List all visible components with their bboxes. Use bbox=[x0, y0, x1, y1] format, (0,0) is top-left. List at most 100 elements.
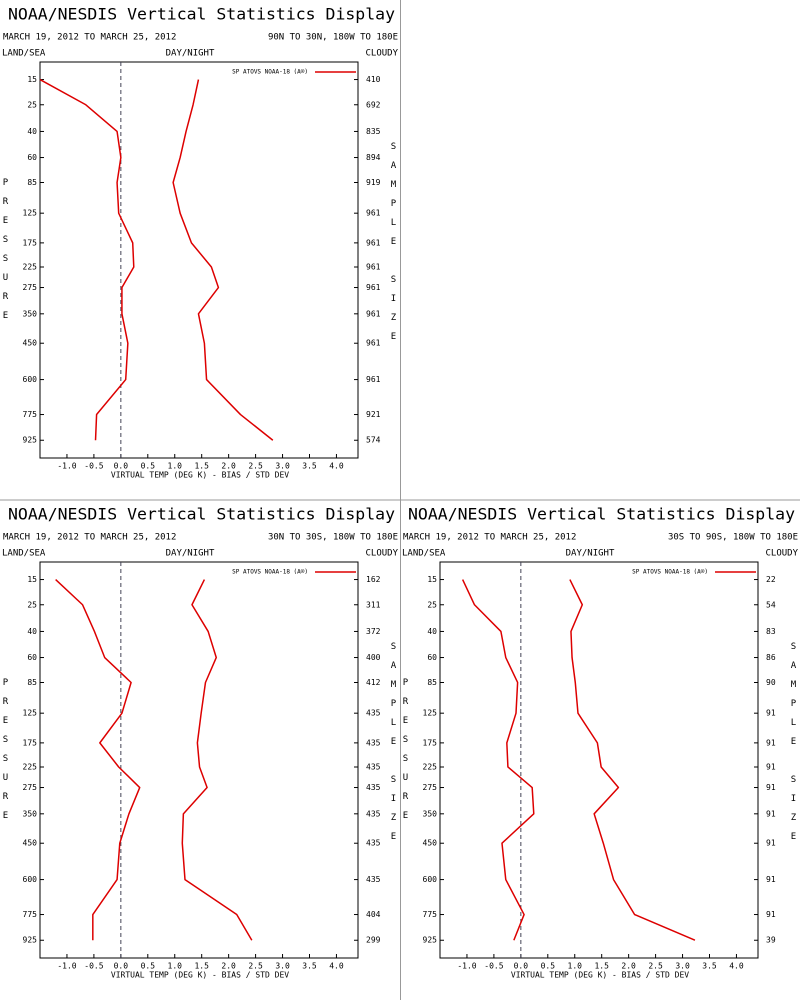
x-tick-label: 3.0 bbox=[275, 462, 290, 471]
y-axis-label: PRESSURE bbox=[401, 678, 411, 830]
sample-size-label: 91 bbox=[766, 875, 776, 884]
x-tick-label: -1.0 bbox=[57, 462, 76, 471]
panel: NOAA/NESDIS Vertical Statistics Display M… bbox=[1, 5, 399, 480]
y-tick-label: 25 bbox=[27, 100, 37, 109]
sample-size-label: 961 bbox=[366, 309, 381, 318]
left-header: LAND/SEA bbox=[2, 49, 46, 59]
y2-axis-label: SAMPLE SIZE bbox=[389, 142, 399, 351]
legend-label: SP ATOVS NOAA-18 (A®) bbox=[632, 569, 708, 576]
sample-size-label: 400 bbox=[366, 653, 381, 662]
x-tick-label: 1.5 bbox=[194, 462, 209, 471]
x-tick-label: 1.5 bbox=[594, 962, 609, 971]
y-tick-label: 275 bbox=[23, 783, 38, 792]
sample-size-label: 162 bbox=[366, 575, 381, 584]
y2-axis-label: SAMPLE SIZE bbox=[789, 642, 799, 851]
y-tick-label: 275 bbox=[423, 783, 438, 792]
y-tick-label: 450 bbox=[23, 839, 38, 848]
panel: NOAA/NESDIS Vertical Statistics Display M… bbox=[401, 505, 799, 980]
right-header: CLOUDY bbox=[765, 549, 798, 559]
y-tick-label: 275 bbox=[23, 283, 38, 292]
x-tick-label: 1.5 bbox=[194, 962, 209, 971]
sample-size-label: 90 bbox=[766, 678, 776, 687]
y-tick-label: 85 bbox=[27, 178, 37, 187]
legend-label: SP ATOVS NOAA-18 (A®) bbox=[232, 69, 308, 76]
right-header: CLOUDY bbox=[365, 49, 398, 59]
title: NOAA/NESDIS Vertical Statistics Display bbox=[8, 5, 395, 24]
sample-size-label: 91 bbox=[766, 783, 776, 792]
y-tick-label: 60 bbox=[427, 653, 437, 662]
profile-line bbox=[569, 579, 696, 941]
sample-size-label: 412 bbox=[366, 678, 381, 687]
sample-size-label: 91 bbox=[766, 738, 776, 747]
y-tick-label: 225 bbox=[23, 262, 38, 271]
y-tick-label: 600 bbox=[23, 375, 38, 384]
x-tick-label: 3.5 bbox=[302, 962, 317, 971]
y-tick-label: 60 bbox=[27, 653, 37, 662]
x-tick-label: 2.5 bbox=[648, 962, 663, 971]
region: 30S TO 90S, 180W TO 180E bbox=[668, 533, 798, 543]
sample-size-label: 919 bbox=[366, 178, 381, 187]
y-tick-label: 600 bbox=[23, 875, 38, 884]
legend-label: SP ATOVS NOAA-18 (A®) bbox=[232, 569, 308, 576]
y-tick-label: 125 bbox=[23, 709, 38, 718]
x-tick-label: 1.0 bbox=[168, 462, 183, 471]
x-tick-label: -0.5 bbox=[84, 462, 103, 471]
sample-size-label: 39 bbox=[766, 936, 776, 945]
x-tick-label: 0.0 bbox=[514, 962, 529, 971]
date-range: MARCH 19, 2012 TO MARCH 25, 2012 bbox=[403, 533, 576, 543]
y-axis-label: PRESSURE bbox=[1, 178, 11, 330]
y-tick-label: 15 bbox=[27, 75, 37, 84]
profile-line bbox=[39, 78, 135, 441]
y-tick-label: 450 bbox=[23, 339, 38, 348]
x-tick-label: 0.0 bbox=[114, 462, 129, 471]
y-tick-label: 450 bbox=[423, 839, 438, 848]
sample-size-label: 22 bbox=[766, 575, 776, 584]
sample-size-label: 894 bbox=[366, 153, 381, 162]
y-tick-label: 600 bbox=[423, 875, 438, 884]
sample-size-label: 435 bbox=[366, 839, 381, 848]
plot-frame bbox=[39, 561, 359, 959]
center-header: DAY/NIGHT bbox=[166, 549, 215, 559]
y-tick-label: 85 bbox=[427, 678, 437, 687]
y-tick-label: 350 bbox=[23, 809, 38, 818]
x-tick-label: 2.5 bbox=[248, 462, 263, 471]
sample-size-label: 299 bbox=[366, 936, 381, 945]
sample-size-label: 435 bbox=[366, 738, 381, 747]
x-tick-label: 4.0 bbox=[729, 962, 744, 971]
y-tick-label: 175 bbox=[423, 738, 438, 747]
x-tick-label: 4.0 bbox=[329, 462, 344, 471]
sample-size-label: 435 bbox=[366, 875, 381, 884]
sample-size-label: 961 bbox=[366, 238, 381, 247]
sample-size-label: 921 bbox=[366, 410, 381, 419]
left-header: LAND/SEA bbox=[402, 549, 446, 559]
sample-size-label: 91 bbox=[766, 709, 776, 718]
sample-size-label: 91 bbox=[766, 809, 776, 818]
sample-size-label: 404 bbox=[366, 910, 381, 919]
sample-size-label: 435 bbox=[366, 709, 381, 718]
date-range: MARCH 19, 2012 TO MARCH 25, 2012 bbox=[3, 533, 176, 543]
x-tick-label: 0.5 bbox=[141, 462, 156, 471]
y-tick-label: 40 bbox=[27, 127, 37, 136]
sample-size-label: 961 bbox=[366, 339, 381, 348]
region: 30N TO 30S, 180W TO 180E bbox=[268, 533, 398, 543]
sample-size-label: 435 bbox=[366, 783, 381, 792]
sample-size-label: 372 bbox=[366, 627, 381, 636]
x-tick-label: -1.0 bbox=[457, 962, 476, 971]
profile-line bbox=[55, 579, 141, 941]
y-tick-label: 225 bbox=[423, 762, 438, 771]
x-tick-label: 3.0 bbox=[275, 962, 290, 971]
y-tick-label: 85 bbox=[27, 678, 37, 687]
profile-line bbox=[461, 579, 535, 941]
sample-size-label: 91 bbox=[766, 839, 776, 848]
x-tick-label: 2.5 bbox=[248, 962, 263, 971]
x-tick-label: 2.0 bbox=[621, 962, 636, 971]
plot-frame bbox=[39, 61, 359, 459]
sample-size-label: 435 bbox=[366, 809, 381, 818]
x-tick-label: 0.0 bbox=[114, 962, 129, 971]
sample-size-label: 54 bbox=[766, 600, 776, 609]
y-tick-label: 925 bbox=[23, 936, 38, 945]
y-tick-label: 15 bbox=[27, 575, 37, 584]
y-tick-label: 25 bbox=[427, 600, 437, 609]
